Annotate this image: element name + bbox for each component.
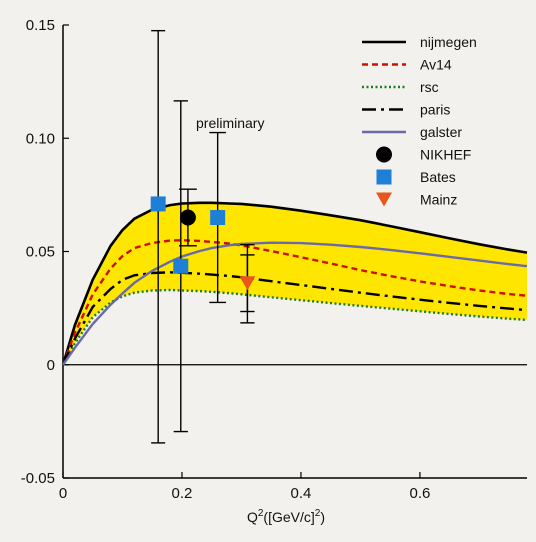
x-tick-label: 0 [59, 485, 67, 502]
y-tick-label: 0.05 [26, 244, 55, 261]
curve-rsc [61, 288, 528, 366]
legend-label-nikhef: NIKHEF [420, 147, 471, 163]
legend-marker-bates [376, 169, 392, 185]
data-point-nikhef [179, 209, 196, 226]
legend-label-rsc: rsc [420, 79, 439, 95]
data-point-bates [210, 210, 226, 226]
legend-marker-mainz [376, 192, 392, 207]
x-axis-title: Q2([GeV/c]2) [247, 508, 325, 525]
y-tick-label: 0.10 [26, 130, 55, 147]
y-tick-label: -0.05 [21, 470, 55, 487]
legend-label-bates: Bates [420, 169, 456, 185]
curve-paris [61, 271, 528, 366]
legend-label-av14: Av14 [420, 57, 452, 73]
data-points [150, 29, 256, 444]
x-tick-label: 0.2 [172, 485, 193, 502]
curve-nijmegen [61, 201, 528, 366]
legend-label-paris: paris [420, 102, 450, 118]
legend-label-nijmegen: nijmegen [420, 34, 477, 50]
x-tick-label: 0.4 [291, 485, 312, 502]
legend-label-galster: galster [420, 124, 462, 140]
legend-marker-nikhef [376, 146, 392, 163]
curve-galster [62, 241, 528, 366]
y-tick-label: 0 [47, 357, 55, 374]
legend-label-mainz: Mainz [420, 192, 457, 208]
x-tick-label: 0.6 [409, 485, 430, 502]
data-point-bates [150, 196, 166, 212]
model-curves [61, 201, 528, 366]
data-point-mainz [239, 276, 256, 291]
preliminary-annotation: preliminary [196, 115, 264, 131]
legend: nijmegen Av14 rsc paris galster NIKHEF Bates Ma… [362, 34, 477, 208]
y-tick-label: 0.15 [26, 17, 55, 34]
curve-av14 [61, 238, 528, 366]
data-point-bates [173, 258, 189, 274]
